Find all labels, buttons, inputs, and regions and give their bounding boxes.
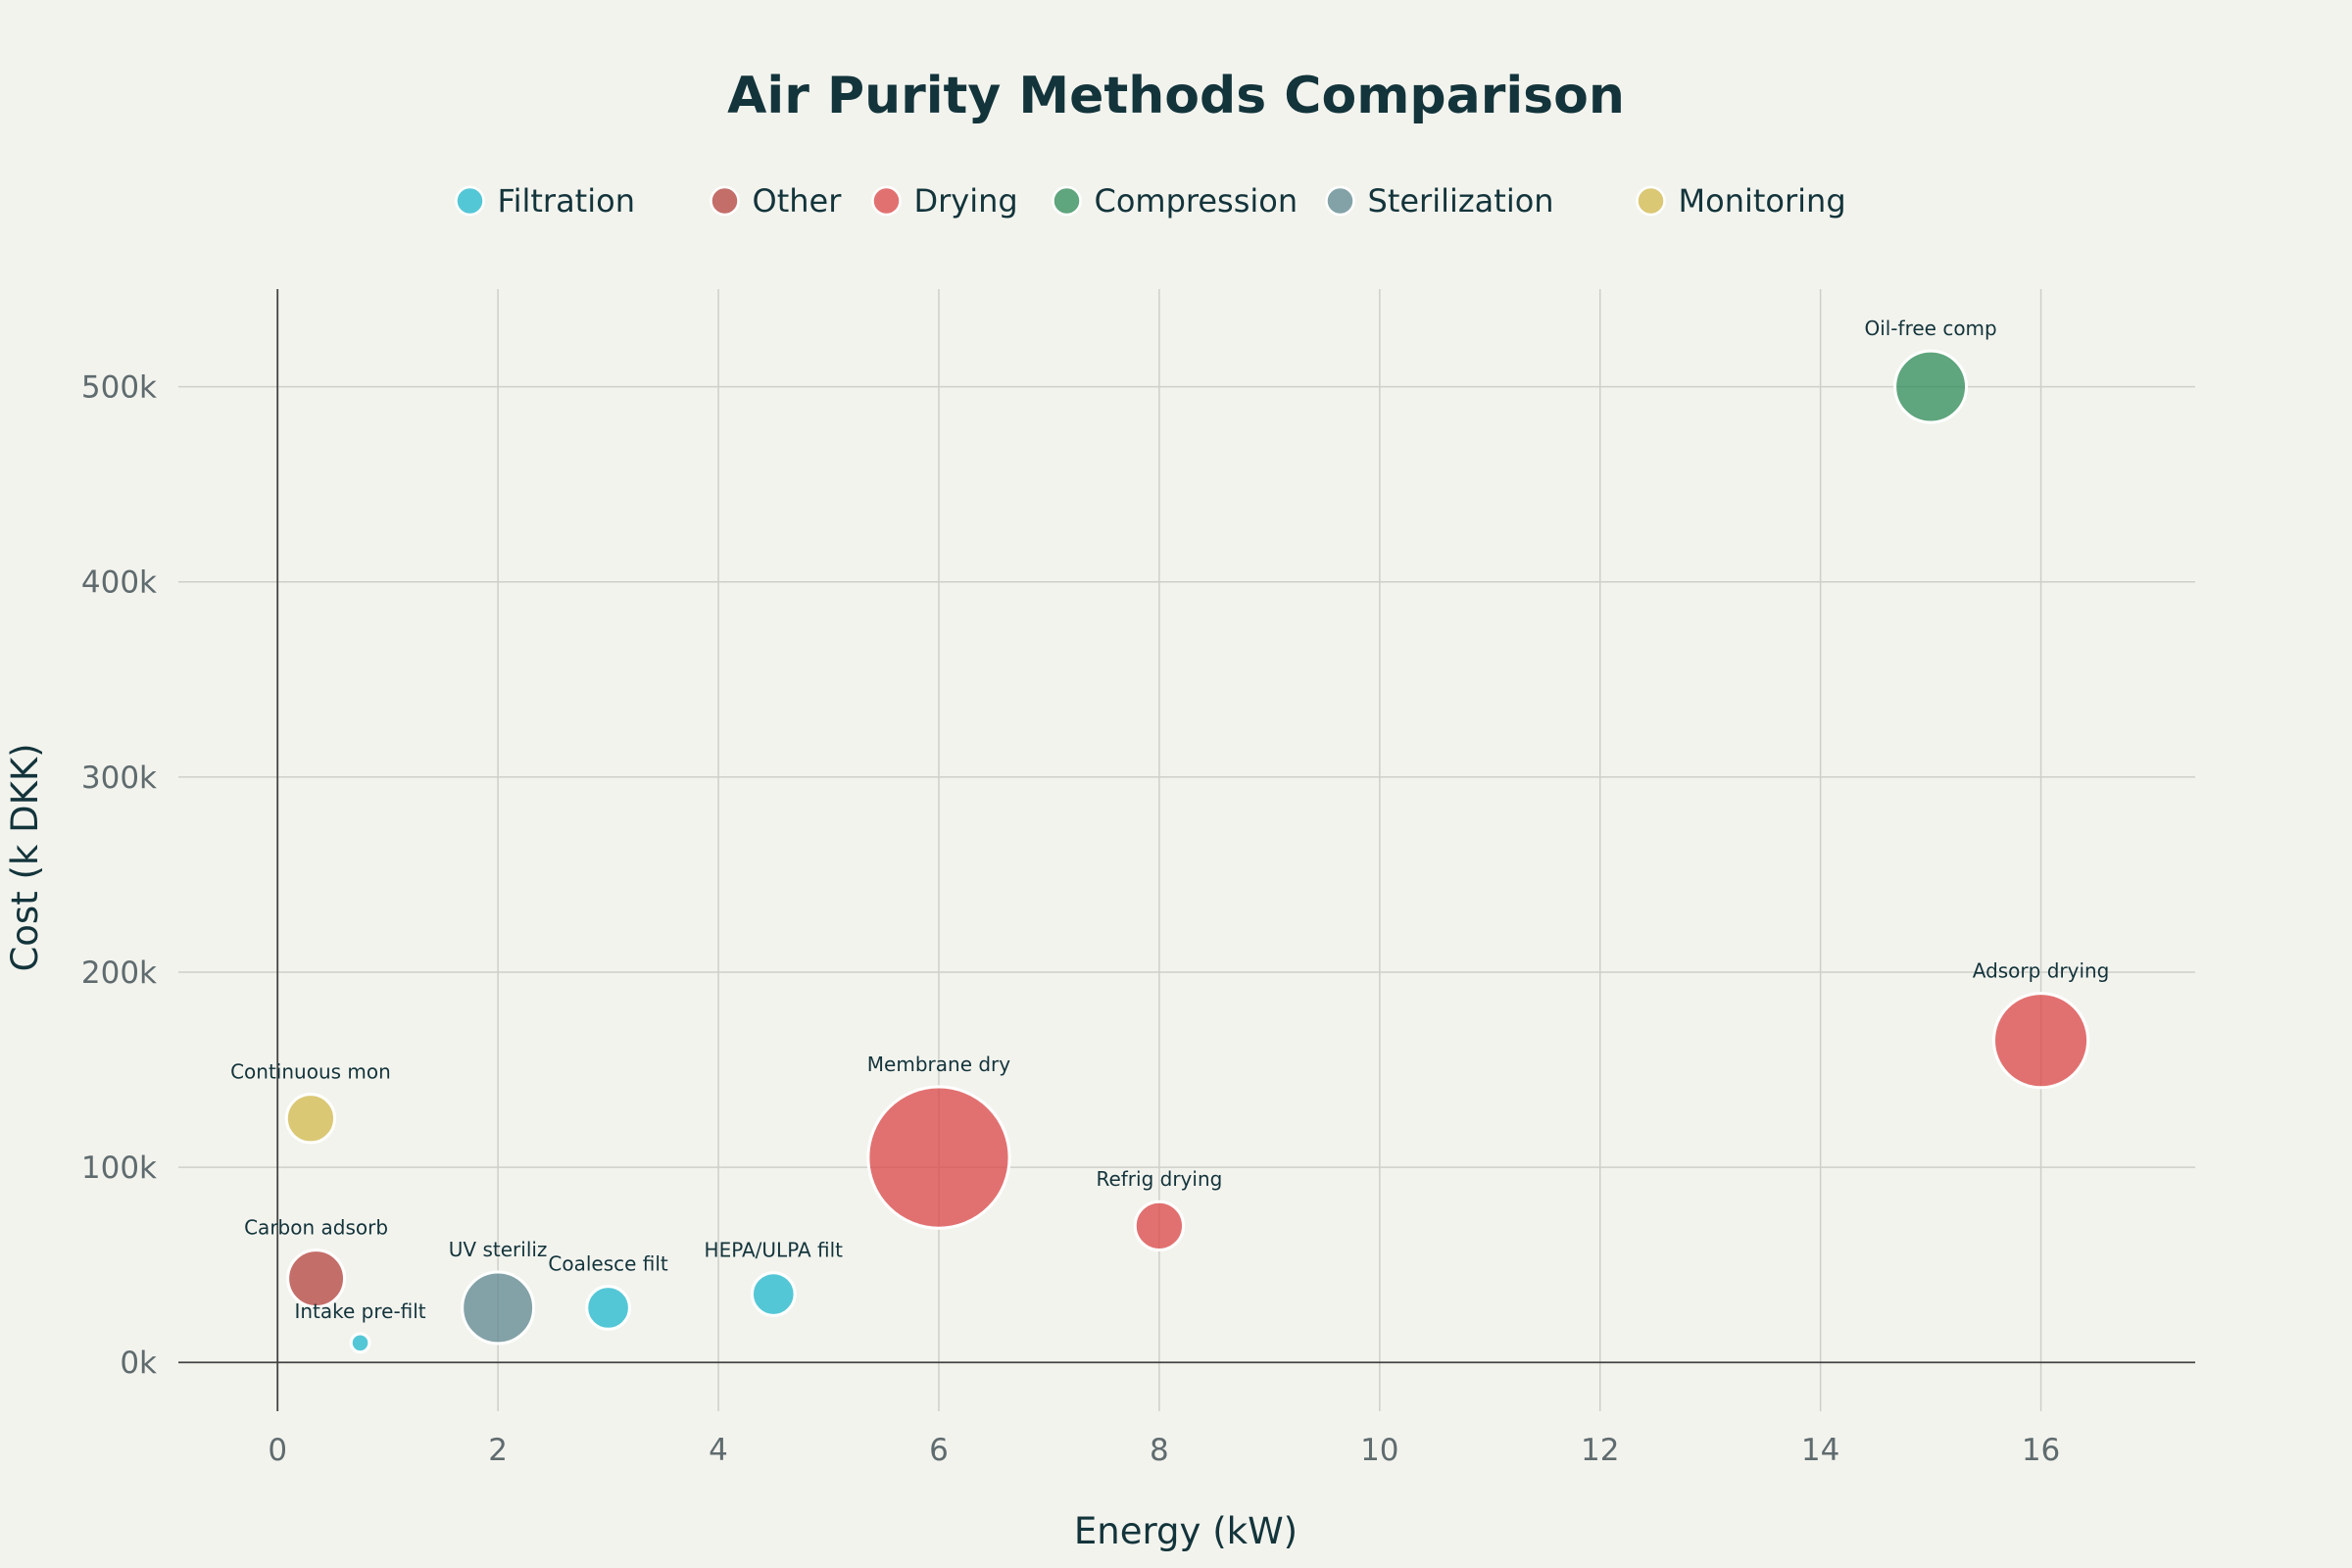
legend-label: Sterilization bbox=[1368, 182, 1554, 220]
x-tick-label: 12 bbox=[1581, 1433, 1619, 1468]
axes: 0 2 4 6 8 10 12 14 16 0k 100k 200k 300k 400k 500k bbox=[81, 289, 2195, 1468]
x-axis-title: Energy (kW) bbox=[1074, 1510, 1298, 1552]
legend-marker bbox=[1636, 185, 1666, 217]
bubble bbox=[1133, 1200, 1186, 1251]
bubble-label: Carbon adsorb bbox=[244, 1216, 388, 1240]
bubble bbox=[750, 1271, 797, 1317]
bubble bbox=[461, 1270, 536, 1346]
legend-marker bbox=[710, 185, 740, 217]
chart-title: Air Purity Methods Comparison bbox=[727, 67, 1625, 125]
legend-marker bbox=[1052, 185, 1082, 217]
bubble-label: Intake pre-filt bbox=[294, 1299, 425, 1323]
y-tick-label: 500k bbox=[81, 370, 157, 406]
y-tick-label: 0k bbox=[120, 1346, 157, 1381]
x-tick-label: 6 bbox=[929, 1433, 949, 1468]
bubble-label: Refrig drying bbox=[1096, 1167, 1222, 1191]
x-tick-label: 4 bbox=[709, 1433, 728, 1468]
bubble bbox=[284, 1093, 337, 1145]
bubble-label: Continuous mon bbox=[230, 1060, 391, 1084]
x-tick-label: 14 bbox=[1801, 1433, 1839, 1468]
legend-marker bbox=[455, 185, 485, 217]
y-tick-label: 400k bbox=[81, 565, 157, 601]
legend-marker bbox=[1325, 185, 1355, 217]
bubble bbox=[866, 1085, 1011, 1230]
x-tick-label: 10 bbox=[1360, 1433, 1398, 1468]
legend-label: Drying bbox=[914, 182, 1018, 220]
bubble-label: Adsorp drying bbox=[1973, 959, 2110, 983]
y-tick-label: 300k bbox=[81, 760, 157, 796]
y-tick-label: 100k bbox=[81, 1151, 157, 1186]
point-labels: Intake pre-filt Carbon adsorb Continuous m… bbox=[230, 317, 2109, 1323]
legend-marker bbox=[871, 185, 902, 217]
x-tick-label: 16 bbox=[2022, 1433, 2060, 1468]
bubble-label: UV steriliz bbox=[449, 1238, 548, 1261]
bubble bbox=[585, 1285, 631, 1331]
x-tick-label: 8 bbox=[1150, 1433, 1169, 1468]
legend: Filtration Other Drying Compression Steriliz… bbox=[455, 182, 1846, 220]
bubble bbox=[349, 1332, 371, 1354]
bubble bbox=[1991, 992, 2090, 1090]
y-axis-title: Cost (k DKK) bbox=[4, 743, 46, 971]
bubble bbox=[1893, 349, 1969, 424]
bubble-label: Oil-free comp bbox=[1864, 317, 1996, 340]
legend-label: Monitoring bbox=[1679, 182, 1846, 220]
bubble bbox=[286, 1249, 347, 1309]
bubble-label: Membrane dry bbox=[867, 1053, 1010, 1076]
bubble-label: HEPA/ULPA filt bbox=[705, 1239, 844, 1262]
data-points bbox=[284, 349, 2090, 1354]
x-tick-label: 0 bbox=[268, 1433, 287, 1468]
legend-label: Filtration bbox=[498, 182, 635, 220]
grid bbox=[178, 289, 2195, 1411]
bubble-label: Coalesce filt bbox=[548, 1252, 668, 1276]
x-tick-label: 2 bbox=[488, 1433, 508, 1468]
legend-label: Compression bbox=[1095, 182, 1298, 220]
legend-label: Other bbox=[753, 182, 843, 220]
y-tick-label: 200k bbox=[81, 956, 157, 991]
